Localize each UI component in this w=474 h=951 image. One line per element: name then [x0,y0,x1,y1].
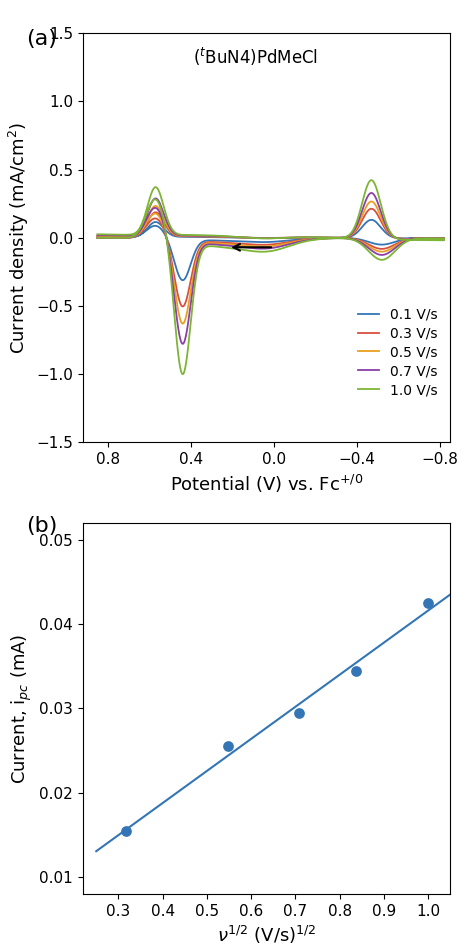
0.7 V/s [116,229,121,241]
0.1 V/s [284,232,290,243]
Y-axis label: Current density (mA/cm$^2$): Current density (mA/cm$^2$) [7,122,31,354]
1.0 V/s [369,174,374,185]
0.1 V/s [116,231,121,243]
0.7 V/s [95,232,100,243]
0.3 V/s [116,230,121,242]
0.3 V/s [369,203,374,214]
0.5 V/s [392,241,397,252]
Text: (a): (a) [26,29,57,49]
1.0 V/s [95,232,100,243]
Line: 0.5 V/s: 0.5 V/s [98,202,444,323]
Line: 1.0 V/s: 1.0 V/s [98,180,444,374]
0.1 V/s [150,217,156,228]
0.3 V/s [150,208,156,220]
1.0 V/s [424,233,430,244]
1.0 V/s [116,229,121,241]
0.3 V/s [95,230,100,242]
Point [122,824,129,839]
0.1 V/s [386,238,392,249]
0.5 V/s [95,230,100,242]
0.7 V/s [180,339,186,350]
0.1 V/s [392,237,397,248]
0.3 V/s [284,232,290,243]
0.3 V/s [386,242,392,253]
Text: ($^t$BuN4)PdMeCl: ($^t$BuN4)PdMeCl [193,46,318,68]
Line: 0.1 V/s: 0.1 V/s [98,220,444,281]
0.1 V/s [95,232,100,243]
0.5 V/s [386,244,392,256]
1.0 V/s [180,368,186,379]
Line: 0.7 V/s: 0.7 V/s [98,193,444,344]
X-axis label: Potential (V) vs. Fc$^{+/0}$: Potential (V) vs. Fc$^{+/0}$ [170,473,363,495]
0.5 V/s [369,196,374,207]
0.7 V/s [284,232,290,243]
Line: 0.3 V/s: 0.3 V/s [98,208,444,306]
0.1 V/s [180,275,186,286]
0.3 V/s [392,239,397,250]
0.5 V/s [116,230,121,242]
0.1 V/s [369,214,374,225]
1.0 V/s [386,251,392,262]
1.0 V/s [150,184,156,195]
Legend: 0.1 V/s, 0.3 V/s, 0.5 V/s, 0.7 V/s, 1.0 V/s: 0.1 V/s, 0.3 V/s, 0.5 V/s, 0.7 V/s, 1.0 … [353,302,443,402]
0.3 V/s [180,301,186,312]
0.5 V/s [95,232,100,243]
Y-axis label: Current, i$_{pc}$ (mA): Current, i$_{pc}$ (mA) [9,633,34,784]
0.7 V/s [392,243,397,254]
0.5 V/s [150,202,156,213]
0.3 V/s [424,232,430,243]
1.0 V/s [392,246,397,258]
Point [224,739,232,754]
X-axis label: $\nu^{1/2}$ (V/s)$^{1/2}$: $\nu^{1/2}$ (V/s)$^{1/2}$ [217,924,316,946]
0.7 V/s [386,247,392,259]
0.3 V/s [95,232,100,243]
0.5 V/s [284,232,290,243]
0.1 V/s [424,232,430,243]
0.7 V/s [95,229,100,241]
0.1 V/s [95,231,100,243]
Point [352,663,360,678]
Text: (b): (b) [26,515,57,535]
0.5 V/s [180,318,186,329]
0.5 V/s [424,232,430,243]
1.0 V/s [284,232,290,243]
0.7 V/s [150,195,156,206]
1.0 V/s [95,228,100,240]
0.7 V/s [369,187,374,199]
0.7 V/s [424,232,430,243]
Point [424,595,432,611]
Point [295,705,302,720]
